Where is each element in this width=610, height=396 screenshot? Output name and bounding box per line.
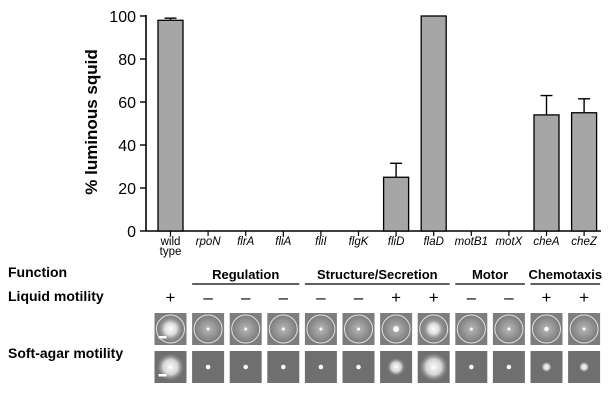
liquid-motility-sign: + [391,288,401,307]
x-tick-label: motB1 [455,236,488,248]
bar [570,112,598,232]
motility-spot [281,327,285,331]
soft-agar-images [154,313,601,383]
liquid-motility-sign: – [354,288,364,307]
motility-spot [357,327,360,331]
x-tick-label: fliA [275,236,291,248]
scale-bar [158,336,167,339]
y-tick-label: 20 [118,181,136,198]
bar [533,114,560,232]
motility-spot [157,353,184,381]
x-tick-label: cheZ [571,236,598,248]
motility-spot [387,358,406,376]
bar-series [157,15,598,232]
x-tick-label-line: fliA [275,236,291,248]
x-tick-label-line: flgK [349,236,370,248]
liquid-motility-sign: – [316,288,326,307]
liquid-motility-sign: – [467,288,477,307]
function-group-label: Regulation [212,267,279,282]
liquid-motility-sign: – [241,288,251,307]
liquid-motility-sign: + [579,288,589,307]
bar [157,19,184,232]
y-tick-label: 100 [109,9,136,26]
x-tick-label-line: flrA [237,236,255,248]
function-group-label: Motor [472,267,508,282]
x-tick-label: flaD [423,236,443,248]
motility-spot [419,352,448,382]
x-tick-label-line: fliI [315,236,327,248]
x-tick-label-line: motX [495,236,523,248]
function-group-label: Chemotaxis [528,267,602,282]
x-tick-label: fliI [315,236,327,248]
bar [382,176,410,232]
motility-spot [281,364,286,370]
x-tick-label-line: rpoN [196,236,222,248]
x-tick-label-line: motB1 [455,236,488,248]
y-tick-label: 40 [118,138,136,155]
motility-spot [319,327,323,331]
x-tick-label: rpoN [196,236,222,248]
motility-spot [507,327,511,331]
x-tick-label: cheA [533,236,560,248]
function-groups: Regulation Structure/Secretion Motor Chemot… [192,267,602,285]
x-tick-label-line: cheA [533,236,560,248]
chart-axes: 0 20 40 60 80 100 [109,9,601,241]
motility-spot [159,317,182,341]
x-tick-label: wild type [160,236,182,258]
function-group-label: Structure/Secretion [317,267,438,282]
liquid-motility-sign: – [504,288,514,307]
x-tick-label-line: fliD [388,236,405,248]
motility-spot [205,364,211,370]
y-tick-label: 80 [118,52,136,69]
motility-spot [206,327,210,331]
motility-spot [423,319,444,339]
x-tick-label-line: flaD [423,236,443,248]
motility-spot [469,327,473,331]
liquid-motility-sign: + [166,288,176,307]
liquid-motility-label: Liquid motility [8,288,104,304]
motility-spot [244,327,248,331]
motility-spot [541,361,552,373]
motility-spot [469,364,474,370]
x-tick-label: flrA [237,236,255,248]
liquid-motility-row: + – – – – – + + – – + + [166,288,590,307]
x-tick-label: flgK [349,236,370,248]
soft-agar-label: Soft-agar motility [8,345,123,361]
x-tick-label-line: cheZ [571,236,598,248]
x-tick-label: motX [495,236,523,248]
bar [420,15,447,232]
motility-spot [506,364,512,370]
motility-spot [243,364,248,370]
motility-spot [356,364,361,370]
liquid-motility-sign: + [429,288,439,307]
function-row-label: Function [8,264,67,280]
motility-spot [544,326,549,332]
liquid-motility-sign: – [279,288,289,307]
liquid-motility-sign: + [542,288,552,307]
y-tick-label: 0 [127,224,136,241]
motility-spot [582,327,586,331]
x-tick-label-line: type [160,246,182,258]
motility-spot [393,326,400,332]
x-tick-label: fliD [388,236,405,248]
y-tick-label: 60 [118,95,136,112]
motility-spot [578,361,590,373]
y-axis-label: % luminous squid [82,49,101,194]
liquid-motility-sign: – [203,288,213,307]
motility-spot [318,364,324,370]
scale-bar [158,374,167,377]
x-tick-labels: wild type rpoN flrA fliA fliI flgK fliD flaD motB… [160,236,598,258]
x-tick-label-line: wild [160,236,181,248]
